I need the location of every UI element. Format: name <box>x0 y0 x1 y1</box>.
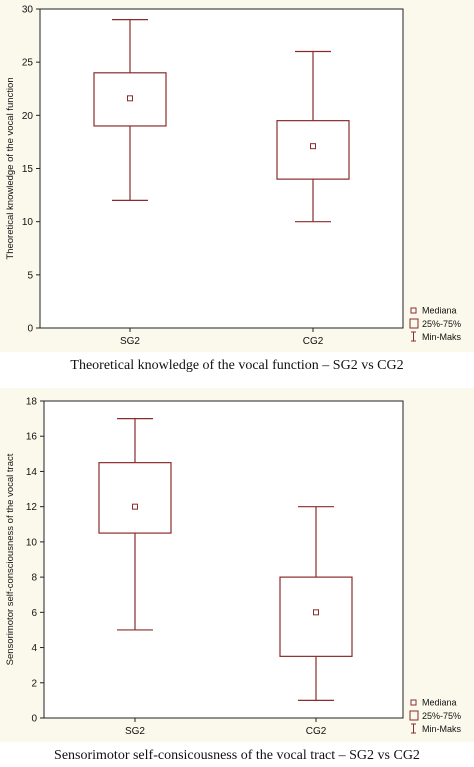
chart-1-caption: Theoretical knowledge of the vocal funct… <box>70 358 404 373</box>
y-tick-label: 10 <box>26 537 38 548</box>
x-tick-label: SG2 <box>120 336 140 347</box>
plot-area <box>39 8 404 329</box>
y-axis-label: Sensorimotor self-consciousness of the v… <box>5 453 16 665</box>
chart-2-caption: Sensorimotor self-consicousness of the v… <box>54 748 420 763</box>
legend-median-label: Mediana <box>422 306 457 316</box>
y-tick-label: 15 <box>22 164 34 175</box>
iqr-box <box>98 462 172 534</box>
iqr-box <box>93 72 167 127</box>
y-tick-label: 8 <box>31 573 37 584</box>
legend-median-symbol <box>410 307 417 314</box>
legend-median-label: Mediana <box>422 698 457 708</box>
y-tick-label: 0 <box>27 324 33 335</box>
legend-iqr-label: 25%-75% <box>422 711 461 721</box>
median-marker <box>132 503 138 510</box>
x-tick-label: SG2 <box>125 726 145 737</box>
y-tick-label: 2 <box>31 678 37 689</box>
y-tick-label: 6 <box>31 608 37 619</box>
chart-1: 0 5 10 15 20 25 30 Theoretical knowledge of the… <box>5 5 462 348</box>
y-tick-label: 5 <box>27 270 33 281</box>
x-tick-label: CG2 <box>306 726 327 737</box>
chart-2: 0 2 4 6 8 10 12 14 16 18 Sensorimotor self-conscio… <box>5 397 462 738</box>
iqr-box <box>276 120 350 180</box>
median-marker <box>127 95 133 102</box>
legend-iqr-label: 25%-75% <box>422 319 461 329</box>
iqr-box <box>279 576 353 657</box>
y-tick-label: 14 <box>26 467 38 478</box>
x-tick-label: CG2 <box>303 336 324 347</box>
legend-iqr-symbol <box>409 710 419 721</box>
legend-median-symbol <box>410 699 417 706</box>
y-tick-label: 10 <box>22 217 34 228</box>
y-tick-label: 4 <box>31 643 37 654</box>
y-axis-label: Theoretical knowledge of the vocal funct… <box>5 77 16 259</box>
y-tick-label: 0 <box>31 714 37 725</box>
legend-range-label: Min-Maks <box>422 724 462 734</box>
median-marker <box>313 609 319 616</box>
y-tick-label: 16 <box>26 432 38 443</box>
y-tick-label: 12 <box>26 502 38 513</box>
y-tick-label: 30 <box>22 5 34 16</box>
legend-iqr-symbol <box>409 318 419 329</box>
y-tick-label: 18 <box>26 397 38 408</box>
plot-area <box>43 400 404 719</box>
legend-range-label: Min-Maks <box>422 332 462 342</box>
median-marker <box>310 143 316 150</box>
y-tick-label: 25 <box>22 58 34 69</box>
y-tick-label: 20 <box>22 111 34 122</box>
